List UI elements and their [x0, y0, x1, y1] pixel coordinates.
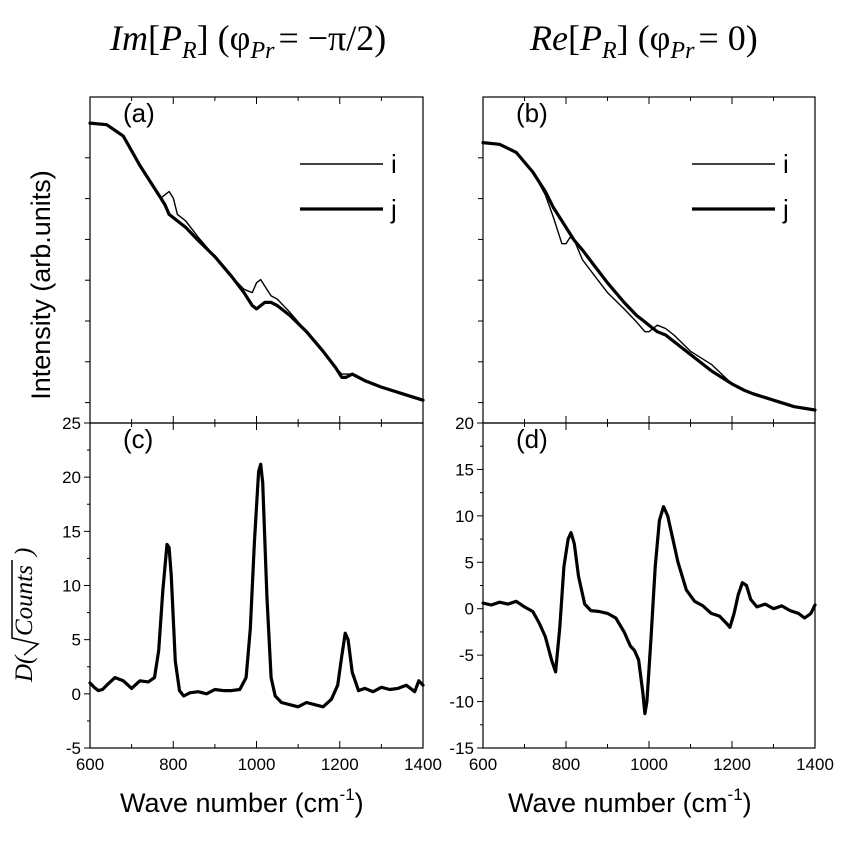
panel-label: (d)	[516, 424, 548, 454]
x-tick-label: 600	[469, 755, 497, 774]
panel-label: (c)	[123, 424, 153, 454]
panel-b: (b) ij	[478, 96, 817, 424]
y-tick-label: 10	[62, 577, 81, 596]
series-line-i	[482, 141, 816, 411]
series-line-data	[481, 505, 817, 716]
panel-a: (a) ij	[85, 96, 425, 424]
panel-c: 600 800 1000 1200 1400 -5 0 5 10 15 20 25 (c)	[62, 414, 442, 774]
legend-label-j: j	[782, 194, 789, 224]
series-line-j	[481, 141, 817, 412]
y-tick-label: 0	[72, 685, 81, 704]
x-tick-label: 1200	[713, 755, 751, 774]
svg-text:(: (	[11, 654, 38, 664]
y-tick-label: -5	[459, 646, 474, 665]
x-axis-title-right: Wave number (cm-1)	[508, 785, 752, 818]
y-axis-title-bottom: D ( Counts )	[11, 548, 40, 683]
legend-label-i: i	[391, 149, 397, 179]
y-tick-label: 20	[455, 414, 474, 433]
y-tick-label: 20	[62, 468, 81, 487]
plot-frame	[89, 422, 424, 749]
plot-frame	[482, 422, 816, 749]
svg-text:Counts: Counts	[11, 565, 38, 636]
y-tick-label: 25	[62, 414, 81, 433]
y-tick-label: 5	[72, 631, 81, 650]
series-line-data	[88, 462, 425, 709]
x-tick-label: 1000	[238, 755, 276, 774]
x-axis-title-left: Wave number (cm-1)	[120, 785, 364, 818]
legend-label-i: i	[783, 149, 789, 179]
y-tick-label: 15	[455, 460, 474, 479]
y-tick-label: 0	[465, 600, 474, 619]
x-tick-label: 1000	[630, 755, 668, 774]
svg-text:): )	[11, 548, 38, 558]
x-tick-label: 600	[76, 755, 104, 774]
x-tick-label: 1400	[404, 755, 442, 774]
panel-label: (b)	[516, 98, 548, 128]
x-tick-label: 800	[552, 755, 580, 774]
plot-frame	[482, 96, 816, 424]
y-axis-title-top: Intensity (arb.units)	[26, 170, 56, 400]
y-tick-label: 15	[62, 522, 81, 541]
col-title-left: Im[PR] (φPr = −π/2)	[109, 18, 386, 64]
plot-frame	[89, 96, 424, 424]
panel-label: (a)	[123, 98, 155, 128]
y-tick-label: 5	[465, 553, 474, 572]
x-tick-label: 800	[159, 755, 187, 774]
x-tick-label: 1400	[796, 755, 834, 774]
y-tick-label: -10	[449, 693, 474, 712]
col-title-right: Re[PR] (φPr = 0)	[529, 18, 758, 64]
svg-text:D: D	[11, 664, 38, 683]
legend-label-j: j	[390, 194, 397, 224]
y-tick-label: -15	[449, 739, 474, 758]
y-tick-label: 10	[455, 507, 474, 526]
series-line-j	[88, 121, 425, 402]
x-tick-label: 1200	[321, 755, 359, 774]
panel-d: 600 800 1000 1200 1400 -15 -10 -5 0 5 10 15 20 (d)	[449, 414, 833, 774]
y-tick-label: -5	[66, 739, 81, 758]
